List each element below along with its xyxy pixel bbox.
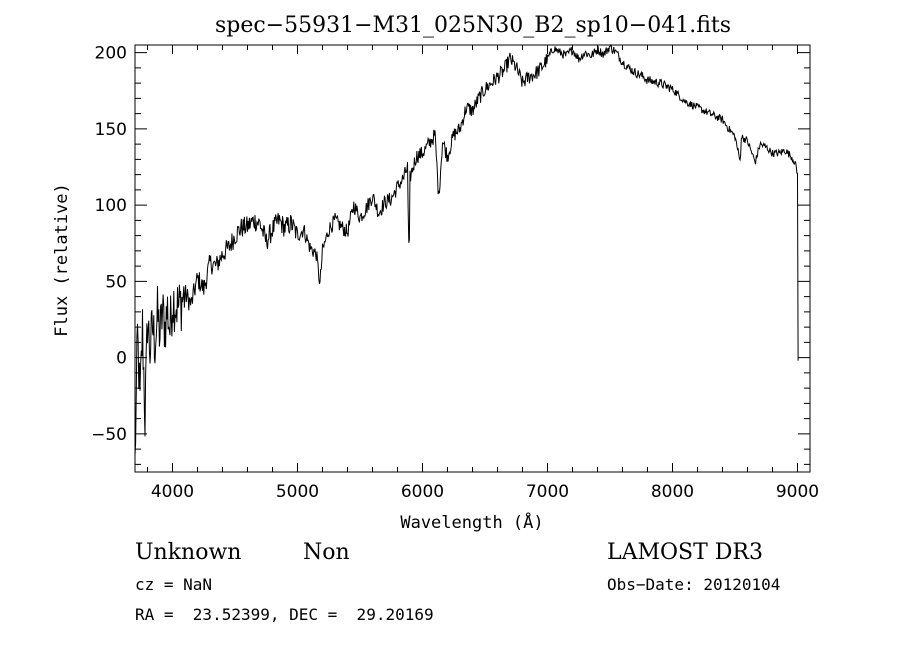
obs-date: Obs−Date: 20120104 — [607, 575, 780, 594]
object-class: Unknown — [135, 540, 241, 565]
x-tick-label: 9000 — [776, 482, 819, 502]
x-tick-label: 5000 — [276, 482, 319, 502]
y-tick-label: 50 — [105, 272, 127, 292]
y-axis: −50 0 50 100 150 200 — [91, 44, 810, 465]
y-tick-label: 100 — [95, 196, 127, 216]
x-axis-label: Wavelength (Å) — [400, 511, 543, 533]
survey-label: LAMOST DR3 — [607, 540, 763, 565]
x-tick-label: 8000 — [651, 482, 694, 502]
y-tick-label: 200 — [95, 44, 127, 64]
chart-title: spec−55931−M31_025N30_B2_sp10−041.fits — [215, 13, 731, 38]
object-subclass: Non — [303, 540, 350, 565]
x-tick-label: 7000 — [526, 482, 569, 502]
spectrum-line — [134, 44, 799, 455]
x-tick-label: 6000 — [401, 482, 444, 502]
coordinates: RA = 23.52399, DEC = 29.20169 — [135, 605, 434, 624]
y-tick-label: −50 — [91, 425, 127, 445]
y-tick-label: 0 — [116, 349, 127, 369]
y-axis-label: Flux (relative) — [52, 183, 72, 337]
x-axis: 4000 5000 6000 7000 8000 9000 — [147, 45, 819, 502]
x-tick-label: 4000 — [151, 482, 194, 502]
y-tick-label: 150 — [95, 120, 127, 140]
cz-value: cz = NaN — [135, 575, 212, 594]
